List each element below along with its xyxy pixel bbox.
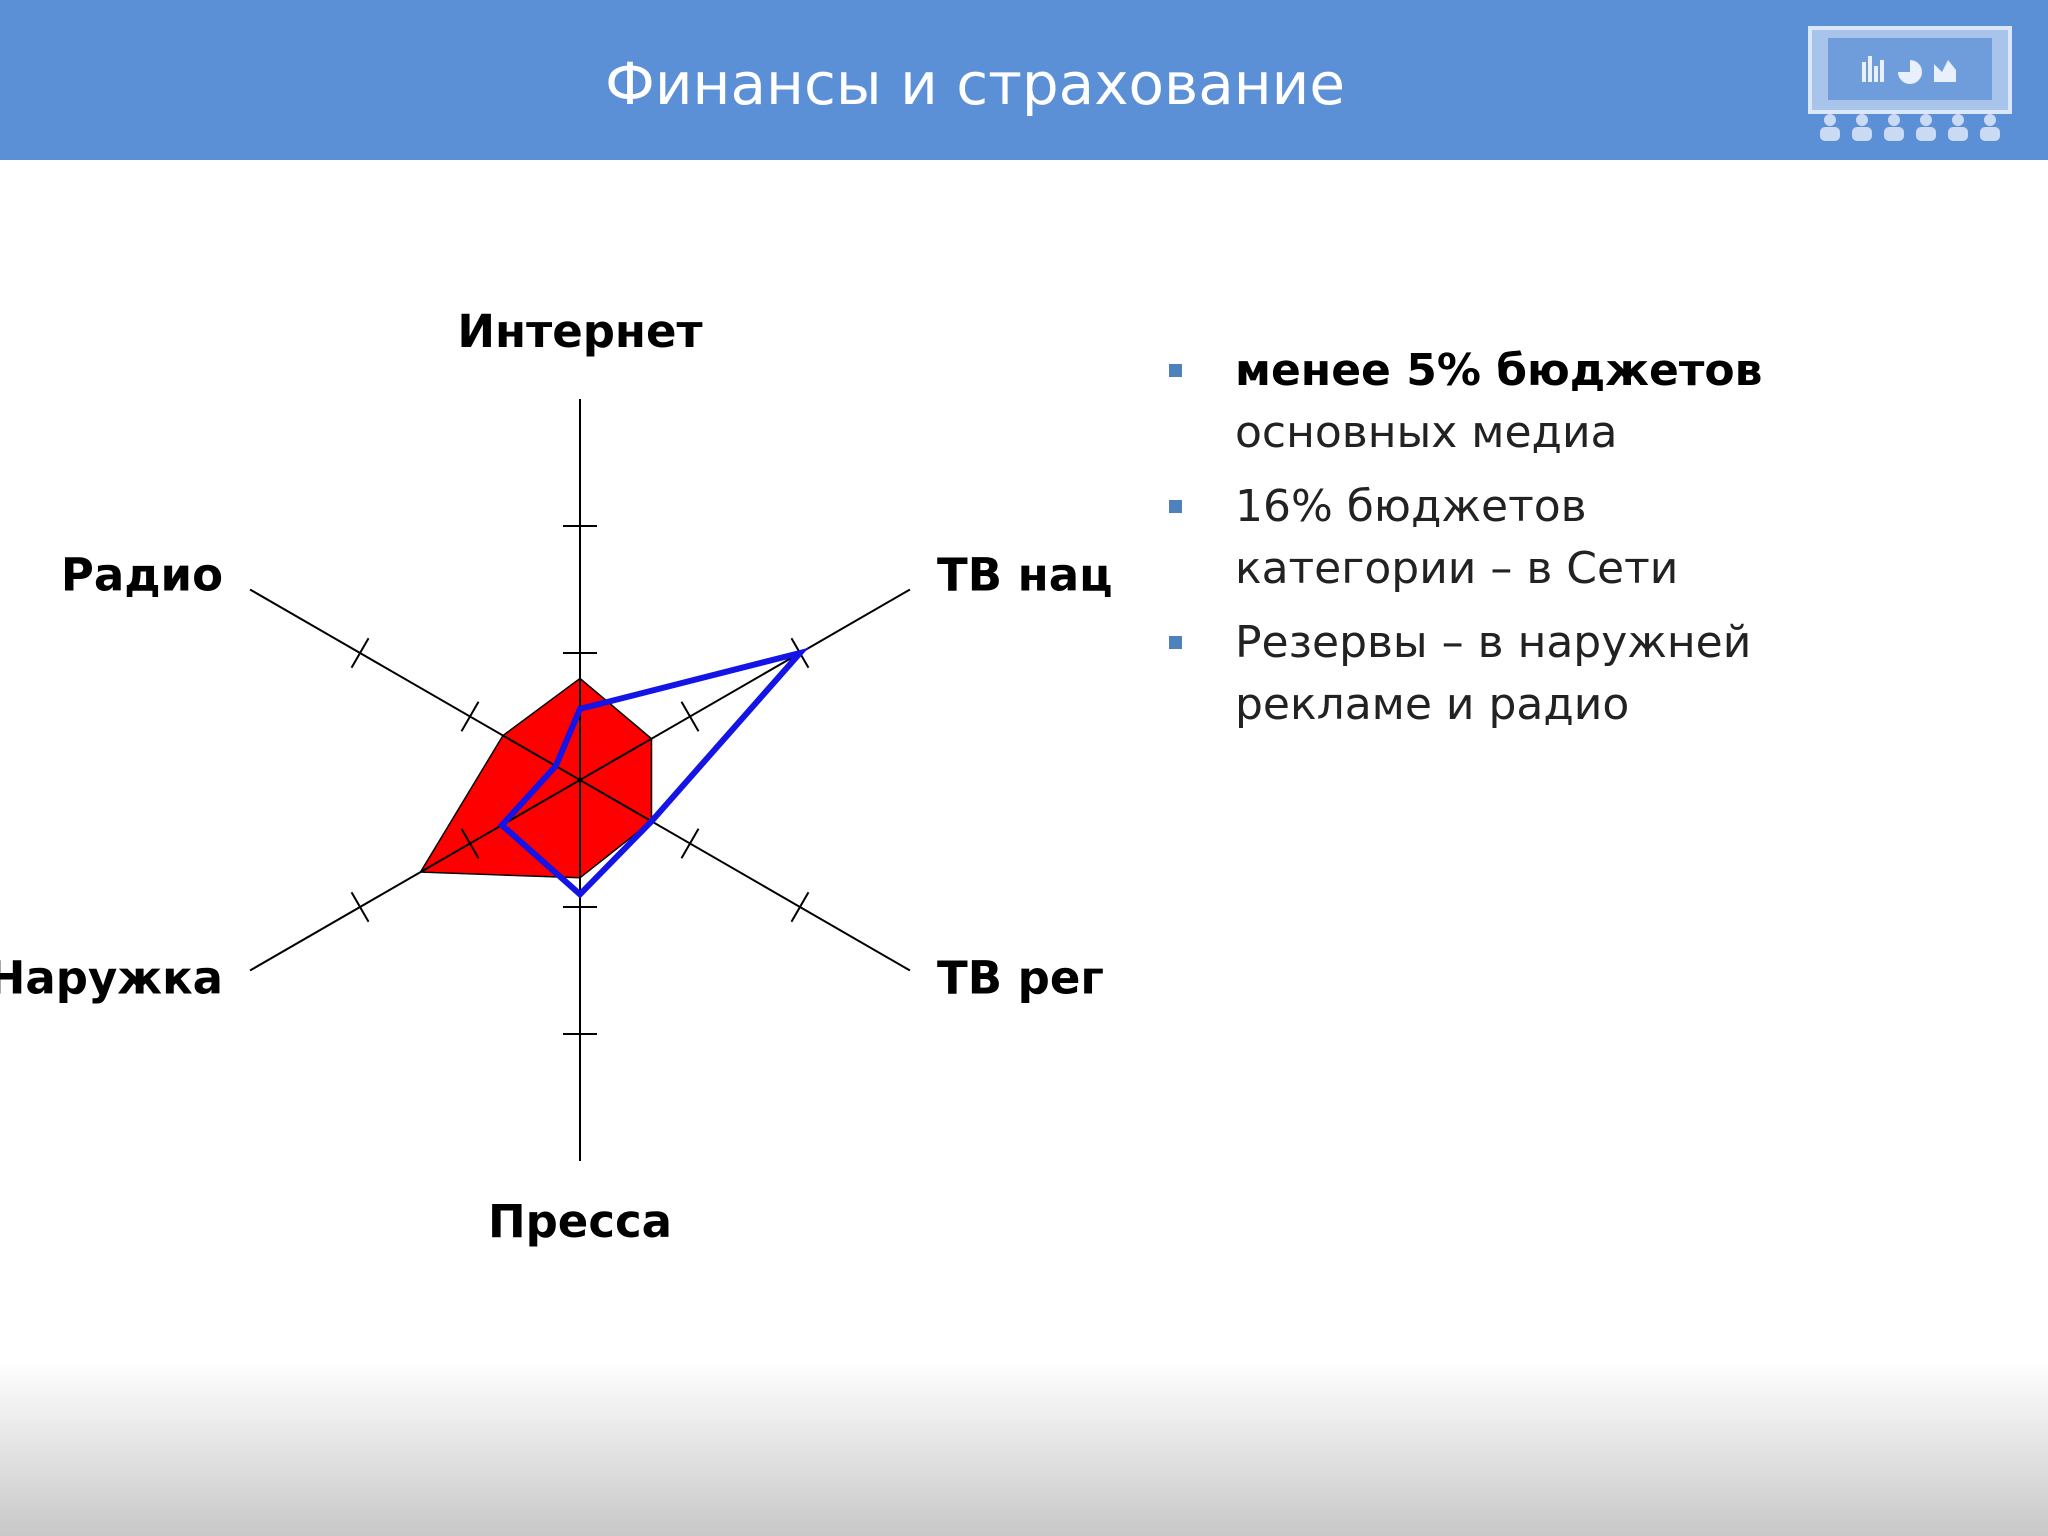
bullet-list: менее 5% бюджетов основных медиа 16% бюдже… xyxy=(1169,340,1762,748)
logo xyxy=(1808,26,2012,141)
bullet-text: Резервы – в наружней xyxy=(1235,617,1752,668)
tick-mark xyxy=(460,828,480,859)
tick-mark xyxy=(680,828,700,859)
tick-mark xyxy=(790,891,810,923)
axis-line xyxy=(579,779,911,972)
axis-label: Наружка xyxy=(0,952,223,1005)
bullet-item: Резервы – в наружней рекламе и радио xyxy=(1169,612,1762,736)
axis-line xyxy=(579,588,911,781)
axis-label: ТВ рег xyxy=(937,952,1104,1005)
logo-icons xyxy=(1862,56,1956,84)
tick-mark xyxy=(350,891,370,923)
bullet-text: основных медиа xyxy=(1235,407,1618,458)
tick-mark xyxy=(680,701,700,732)
slide-title: Финансы и страхование xyxy=(604,50,1346,118)
tick-mark xyxy=(350,637,370,669)
axis-label: ТВ нац xyxy=(937,549,1112,602)
bullet-text: менее 5% бюджетов xyxy=(1235,345,1763,396)
bullet-item: 16% бюджетов категории – в Сети xyxy=(1169,476,1762,600)
axis-label: Пресса xyxy=(488,1195,672,1248)
axis-line xyxy=(249,588,581,781)
axis-label: Радио xyxy=(61,549,223,602)
logo-people xyxy=(1820,114,2000,141)
bullet-text: категории – в Сети xyxy=(1235,543,1679,594)
bullet-text: рекламе и радио xyxy=(1235,679,1630,730)
radar-chart: Интернет ТВ нац ТВ рег Пресса Наружка Радио xyxy=(0,305,1112,1248)
header-bar: Финансы и страхование xyxy=(0,0,2048,160)
axis-label: Интернет xyxy=(457,305,702,358)
tick-mark xyxy=(460,701,480,732)
series-line xyxy=(497,647,809,899)
bullet-text: 16% бюджетов xyxy=(1235,481,1587,532)
bullet-item: менее 5% бюджетов основных медиа xyxy=(1169,340,1762,464)
axis-line xyxy=(249,779,581,972)
